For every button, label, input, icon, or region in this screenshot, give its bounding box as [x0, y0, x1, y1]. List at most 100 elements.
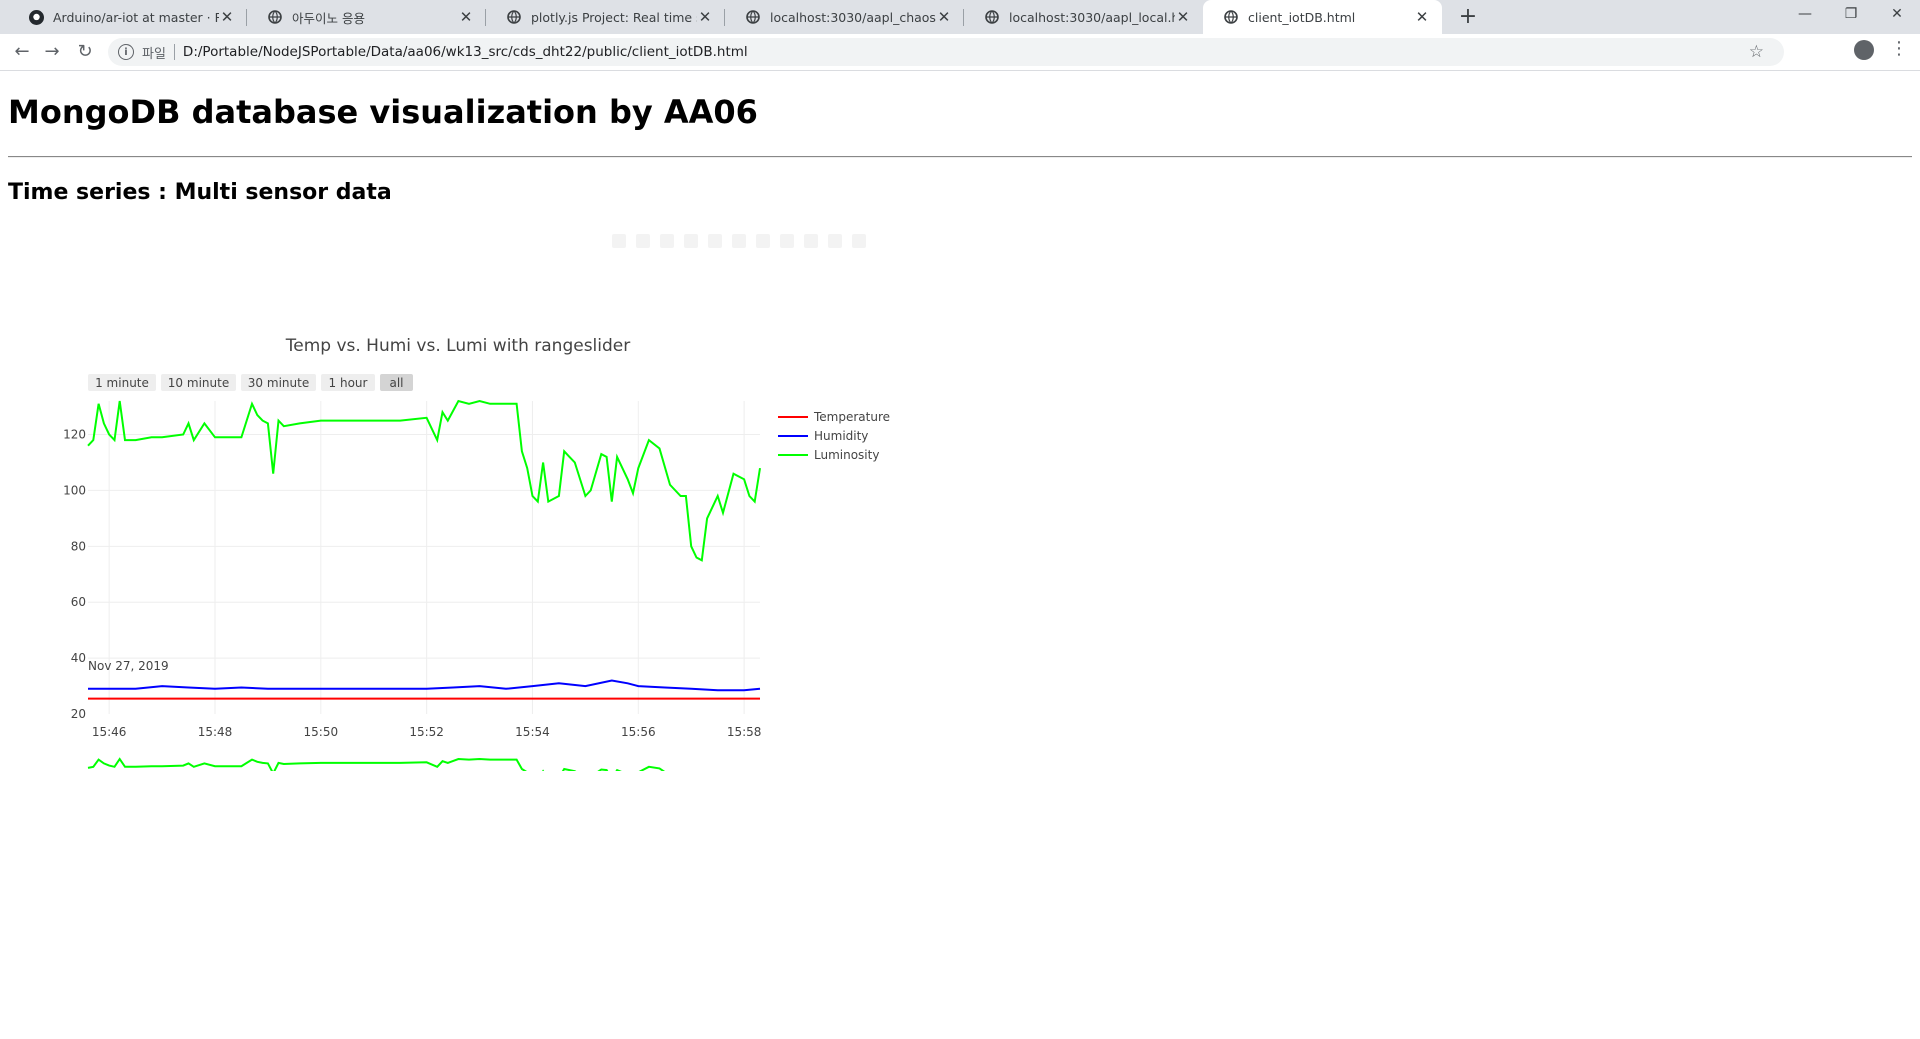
- y-tick-label: 40: [71, 651, 86, 665]
- plotly-logo-icon[interactable]: [852, 234, 866, 248]
- range-button-0[interactable]: [88, 374, 156, 391]
- url-text[interactable]: D:/Portable/NodeJSPortable/Data/aa06/wk1…: [182, 44, 748, 60]
- range-button-2[interactable]: [241, 374, 316, 391]
- range-button-3[interactable]: [321, 374, 375, 391]
- tab-3[interactable]: localhost:3030/aapl_chaos.html✕: [725, 0, 964, 34]
- tab-title: 아두이노 응용: [292, 10, 365, 26]
- close-tab-icon[interactable]: ✕: [220, 8, 234, 26]
- range-button-label-4[interactable]: all: [389, 376, 403, 390]
- chart-title: Temp vs. Humi vs. Lumi with rangeslider: [285, 336, 630, 356]
- close-tab-icon[interactable]: ✕: [1176, 8, 1190, 26]
- forward-button[interactable]: →: [44, 41, 60, 62]
- profile-avatar-icon[interactable]: [1854, 40, 1874, 60]
- legend-label[interactable]: Humidity: [814, 429, 868, 443]
- sensor-chart[interactable]: Temp vs. Humi vs. Lumi with rangeslider …: [0, 251, 920, 771]
- page-title: MongoDB database visualization by AA06: [8, 93, 758, 131]
- zoom-icon[interactable]: [636, 234, 650, 248]
- tab-separator: [963, 9, 964, 26]
- hover-closest-icon[interactable]: [804, 234, 818, 248]
- camera-icon[interactable]: [612, 234, 626, 248]
- y-tick-label: 120: [63, 428, 86, 442]
- zoom-out-icon[interactable]: [708, 234, 722, 248]
- x-axis-ticks: 15:46 15:48 15:50 15:52 15:54 15:56 15:58: [92, 725, 762, 739]
- close-window-button[interactable]: ✕: [1891, 6, 1903, 22]
- github-icon: [28, 9, 44, 25]
- zoom-in-icon[interactable]: [684, 234, 698, 248]
- tab-separator: [724, 9, 725, 26]
- range-button-label-1[interactable]: 10 minute: [168, 376, 229, 390]
- scheme-label: 파일: [142, 46, 166, 62]
- globe-icon: [267, 9, 283, 25]
- new-tab-button[interactable]: +: [1458, 4, 1478, 29]
- range-selector[interactable]: 1 minute 10 minute 30 minute 1 hour all: [88, 374, 413, 391]
- tab-5[interactable]: client_iotDB.html ✕: [1203, 0, 1442, 34]
- page-subtitle: Time series : Multi sensor data: [8, 180, 392, 205]
- x-tick-label: 15:54: [515, 725, 550, 739]
- page-content: MongoDB database visualization by AA06 T…: [0, 71, 1920, 1039]
- close-tab-icon[interactable]: ✕: [1415, 8, 1429, 26]
- tab-4[interactable]: localhost:3030/aapl_local.html✕: [964, 0, 1203, 34]
- tab-title: localhost:3030/aapl_chaos.html: [770, 9, 936, 25]
- x-tick-label: 15:52: [409, 725, 444, 739]
- bookmark-star-icon[interactable]: ☆: [1748, 42, 1764, 62]
- globe-icon: [506, 9, 522, 25]
- close-tab-icon[interactable]: ✕: [698, 8, 712, 26]
- address-bar[interactable]: i 파일 D:/Portable/NodeJSPortable/Data/aa0…: [108, 38, 1784, 66]
- minimize-button[interactable]: —: [1798, 6, 1812, 22]
- browser-toolbar: ← → ↻ i 파일 D:/Portable/NodeJSPortable/Da…: [0, 34, 1920, 71]
- info-icon[interactable]: i: [118, 44, 134, 60]
- tab-0[interactable]: Arduino/ar-iot at master · Redw✕: [8, 0, 247, 34]
- globe-icon: [745, 9, 761, 25]
- range-button-4[interactable]: [380, 374, 413, 391]
- reload-button[interactable]: ↻: [77, 41, 93, 62]
- series-line-luminosity: [87, 399, 761, 562]
- y-tick-label: 60: [71, 595, 86, 609]
- y-tick-label: 20: [71, 707, 86, 721]
- address-divider: [173, 44, 175, 60]
- chart-legend[interactable]: Temperature Humidity Luminosity: [778, 410, 890, 462]
- autoscale-icon[interactable]: [732, 234, 746, 248]
- range-slider[interactable]: [86, 753, 762, 771]
- menu-kebab-icon[interactable]: ⋮: [1890, 38, 1908, 59]
- tab-strip: Arduino/ar-iot at master · Redw✕아두이노 응용✕…: [0, 0, 1920, 34]
- hover-compare-icon[interactable]: [828, 234, 842, 248]
- y-tick-label: 80: [71, 539, 86, 553]
- series-lines: [87, 399, 761, 700]
- range-button-label-2[interactable]: 30 minute: [248, 376, 309, 390]
- back-button[interactable]: ←: [14, 41, 30, 62]
- y-axis-ticks: 20 40 60 80 100 120: [63, 428, 86, 721]
- tab-separator: [485, 9, 486, 26]
- range-button-label-0[interactable]: 1 minute: [95, 376, 149, 390]
- pan-icon[interactable]: [660, 234, 674, 248]
- tab-separator: [246, 9, 247, 26]
- range-button-1[interactable]: [161, 374, 236, 391]
- x-tick-label: 15:56: [621, 725, 656, 739]
- x-tick-label: 15:46: [92, 725, 127, 739]
- tab-title: client_iotDB.html: [1248, 9, 1356, 25]
- legend-label[interactable]: Temperature: [813, 410, 890, 424]
- x-axis-date-label: Nov 27, 2019: [88, 659, 169, 673]
- tab-title: localhost:3030/aapl_local.html: [1009, 9, 1175, 25]
- series-line-humidity: [88, 679, 761, 692]
- x-tick-label: 15:50: [304, 725, 339, 739]
- globe-icon: [1223, 9, 1239, 25]
- tab-1[interactable]: 아두이노 응용 ✕: [247, 0, 486, 34]
- y-tick-label: 100: [63, 483, 86, 497]
- close-tab-icon[interactable]: ✕: [459, 8, 473, 26]
- tab-2[interactable]: plotly.js Project: Real time signa✕: [486, 0, 725, 34]
- horizontal-rule: [8, 156, 1912, 158]
- globe-icon: [984, 9, 1000, 25]
- tab-title: plotly.js Project: Real time signa: [531, 9, 697, 25]
- reset-axes-icon[interactable]: [756, 234, 770, 248]
- legend-label[interactable]: Luminosity: [814, 448, 879, 462]
- range-button-label-3[interactable]: 1 hour: [329, 376, 368, 390]
- close-tab-icon[interactable]: ✕: [937, 8, 951, 26]
- restore-button[interactable]: ❐: [1844, 6, 1858, 22]
- spike-lines-icon[interactable]: [780, 234, 794, 248]
- slider-line-luminosity: [87, 757, 666, 771]
- tab-title: Arduino/ar-iot at master · Redw: [53, 9, 219, 25]
- x-tick-label: 15:58: [727, 725, 762, 739]
- x-tick-label: 15:48: [198, 725, 233, 739]
- plot-modebar[interactable]: [612, 234, 866, 248]
- chart-gridlines: [88, 401, 760, 714]
